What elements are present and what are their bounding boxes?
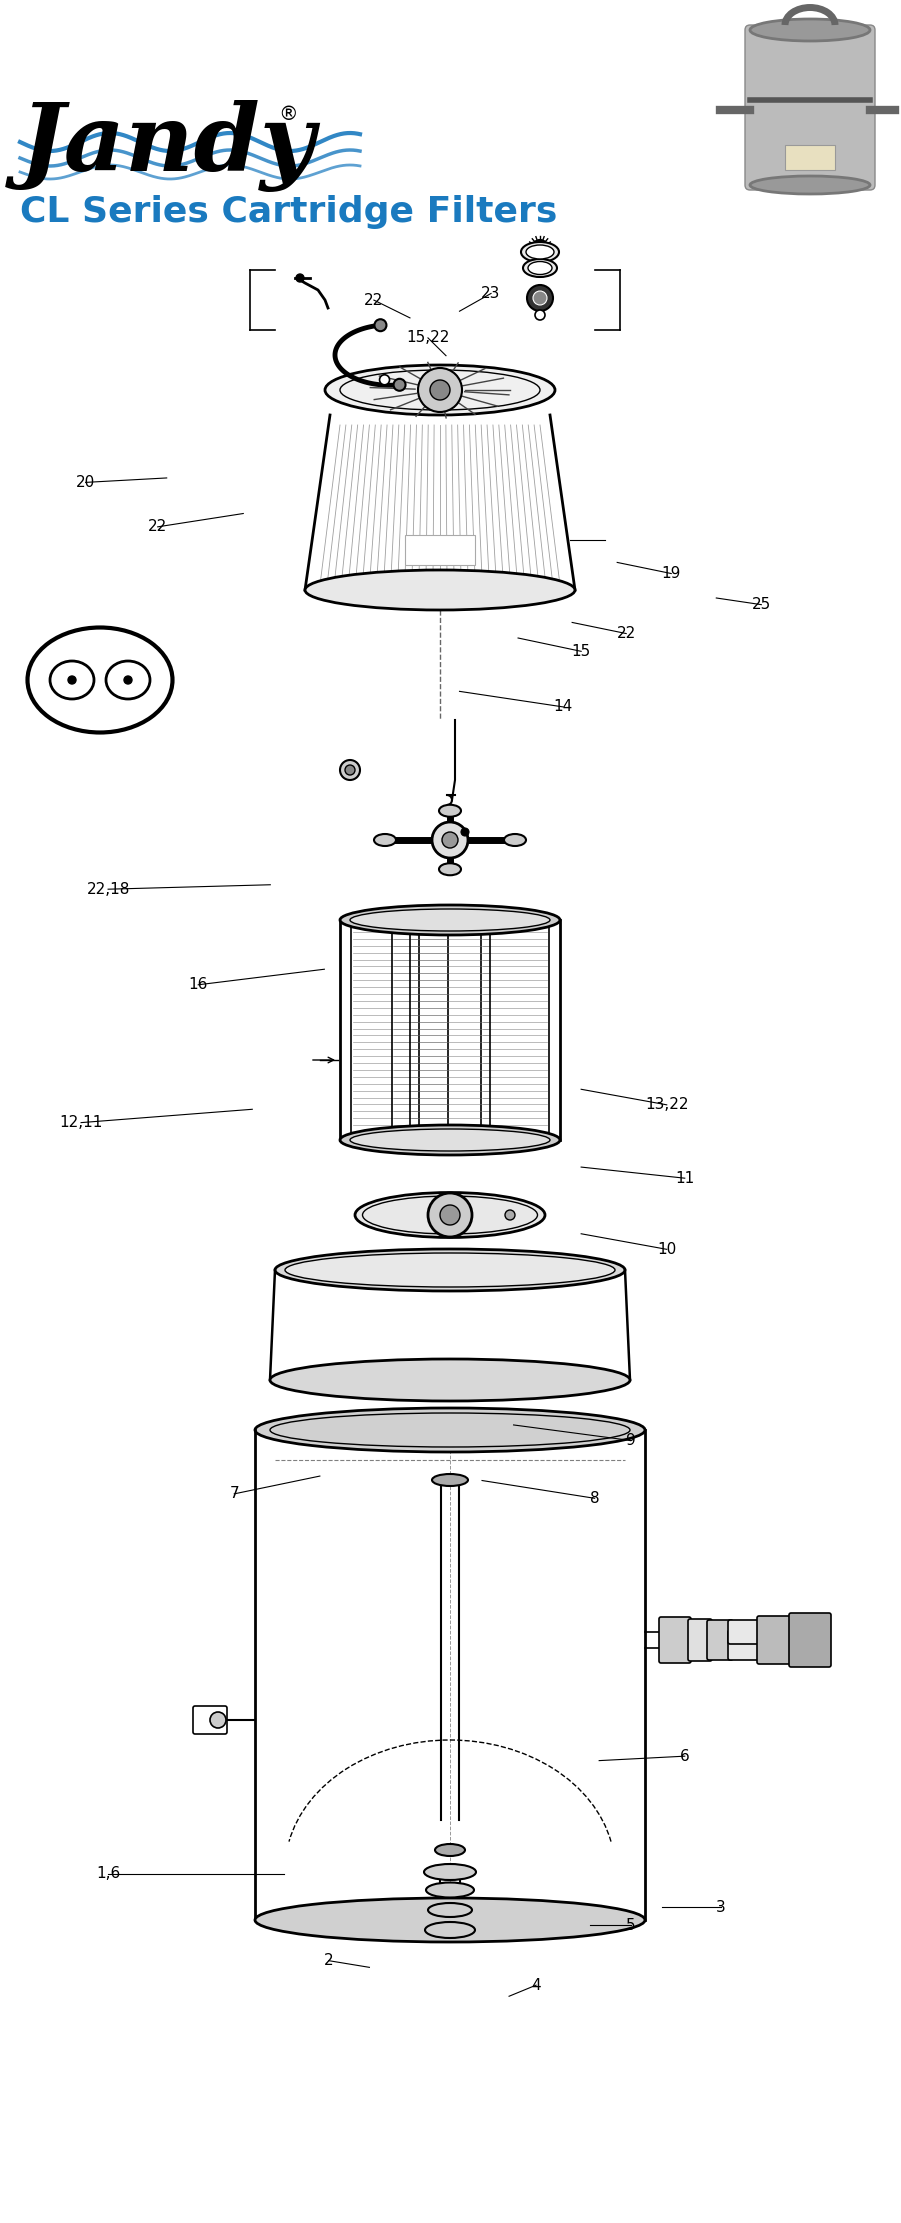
Ellipse shape [340,905,560,936]
Ellipse shape [426,1883,474,1898]
Ellipse shape [523,260,557,278]
Text: 19: 19 [661,567,681,580]
Text: 2: 2 [324,1954,333,1967]
Ellipse shape [410,909,490,929]
Circle shape [442,831,458,847]
Text: 10: 10 [657,1243,677,1256]
Circle shape [440,1205,460,1225]
Ellipse shape [350,909,550,931]
Ellipse shape [305,569,575,609]
Ellipse shape [351,1132,419,1149]
Text: 1,6: 1,6 [96,1867,120,1881]
Circle shape [418,369,462,411]
Circle shape [535,309,545,320]
Ellipse shape [428,1903,472,1916]
Ellipse shape [374,834,396,847]
Circle shape [527,285,553,311]
Ellipse shape [481,911,549,929]
Ellipse shape [106,660,150,698]
Ellipse shape [504,834,526,847]
Text: CL Series Cartridge Filters: CL Series Cartridge Filters [20,196,558,229]
Ellipse shape [351,911,419,929]
Circle shape [345,765,355,776]
Ellipse shape [392,914,448,927]
Text: ®: ® [278,104,297,124]
Text: 25: 25 [751,598,771,611]
FancyBboxPatch shape [193,1705,227,1734]
Text: 3: 3 [716,1901,725,1914]
Ellipse shape [526,245,554,260]
Text: 7: 7 [230,1487,239,1501]
Text: 22: 22 [364,293,384,307]
Circle shape [379,376,389,385]
Circle shape [375,320,387,331]
Ellipse shape [521,242,559,262]
Ellipse shape [325,365,555,416]
Ellipse shape [424,1865,476,1881]
Circle shape [340,760,360,780]
FancyBboxPatch shape [405,536,475,565]
Circle shape [68,676,76,685]
FancyBboxPatch shape [745,24,875,189]
Circle shape [461,827,469,836]
Ellipse shape [425,1923,475,1938]
Text: 11: 11 [675,1172,695,1185]
Ellipse shape [255,1407,645,1452]
Ellipse shape [439,805,461,816]
Circle shape [124,676,132,685]
FancyBboxPatch shape [728,1621,762,1645]
Ellipse shape [255,1898,645,1943]
Ellipse shape [528,262,552,273]
Circle shape [432,823,468,858]
Text: 4: 4 [532,1978,541,1992]
Text: 12,11: 12,11 [59,1116,103,1129]
Text: 16: 16 [188,978,208,991]
Text: 22: 22 [148,520,168,534]
FancyBboxPatch shape [659,1616,691,1663]
Circle shape [394,378,405,391]
FancyBboxPatch shape [757,1616,793,1665]
Ellipse shape [435,1845,465,1856]
Ellipse shape [350,1129,550,1152]
Ellipse shape [392,1134,448,1147]
Text: 15,22: 15,22 [406,331,450,345]
Text: 5: 5 [626,1918,635,1932]
Text: 13,22: 13,22 [645,1098,688,1112]
Circle shape [210,1712,226,1727]
Circle shape [296,273,304,282]
Text: 23: 23 [481,287,501,300]
Ellipse shape [28,627,172,734]
Text: Jandy: Jandy [20,100,315,191]
Text: 6: 6 [680,1750,689,1763]
Ellipse shape [750,20,870,40]
Circle shape [505,1209,515,1220]
Text: 22: 22 [616,627,636,640]
Ellipse shape [355,1192,545,1238]
FancyBboxPatch shape [728,1629,762,1661]
Ellipse shape [410,1129,490,1149]
Circle shape [532,240,548,256]
FancyBboxPatch shape [789,1614,831,1667]
Circle shape [430,380,450,400]
Text: 9: 9 [626,1434,635,1447]
Text: 14: 14 [553,700,573,714]
Ellipse shape [285,1254,615,1287]
FancyBboxPatch shape [785,144,835,169]
Text: 20: 20 [76,476,96,489]
Ellipse shape [275,1249,625,1292]
Ellipse shape [50,660,94,698]
Circle shape [533,291,547,305]
Ellipse shape [750,176,870,193]
FancyBboxPatch shape [688,1618,712,1661]
Ellipse shape [432,1474,468,1485]
Text: 15: 15 [571,645,591,658]
Text: 22,18: 22,18 [86,883,130,896]
Ellipse shape [481,1132,549,1149]
Text: 8: 8 [590,1492,599,1505]
Circle shape [428,1194,472,1236]
Ellipse shape [340,1125,560,1156]
Ellipse shape [439,863,461,876]
FancyBboxPatch shape [707,1621,733,1661]
Ellipse shape [270,1358,630,1400]
